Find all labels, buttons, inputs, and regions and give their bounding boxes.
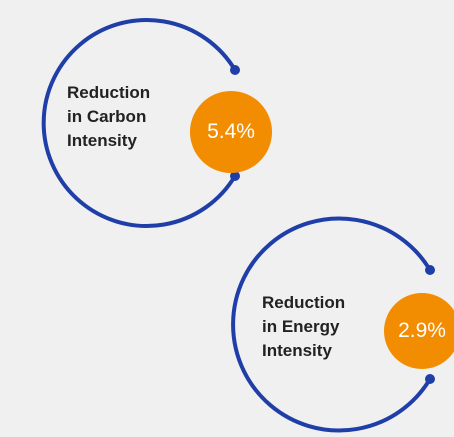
ring-end-dot-bottom: [230, 171, 240, 181]
energy-intensity-label: Reduction in Energy Intensity: [262, 291, 345, 363]
ring-end-dot-top: [230, 65, 240, 75]
ring-energy: [231, 216, 432, 433]
ring-carbon: [41, 18, 237, 228]
carbon-intensity-value: 5.4%: [207, 120, 255, 143]
label-line: Reduction: [262, 293, 346, 312]
label-line: Intensity: [67, 131, 137, 150]
carbon-intensity-value-badge: 5.4%: [190, 91, 272, 173]
label-line: in Carbon: [67, 107, 147, 126]
label-line: Reduction: [67, 83, 151, 102]
label-line: in Energy: [262, 317, 340, 336]
energy-intensity-value: 2.9%: [398, 319, 446, 342]
ring-end-dot-top: [425, 265, 435, 275]
ring-end-dot-bottom: [425, 374, 435, 384]
carbon-intensity-label: Reduction in Carbon Intensity: [67, 81, 150, 153]
energy-intensity-value-badge: 2.9%: [384, 293, 454, 369]
label-line: Intensity: [262, 341, 332, 360]
